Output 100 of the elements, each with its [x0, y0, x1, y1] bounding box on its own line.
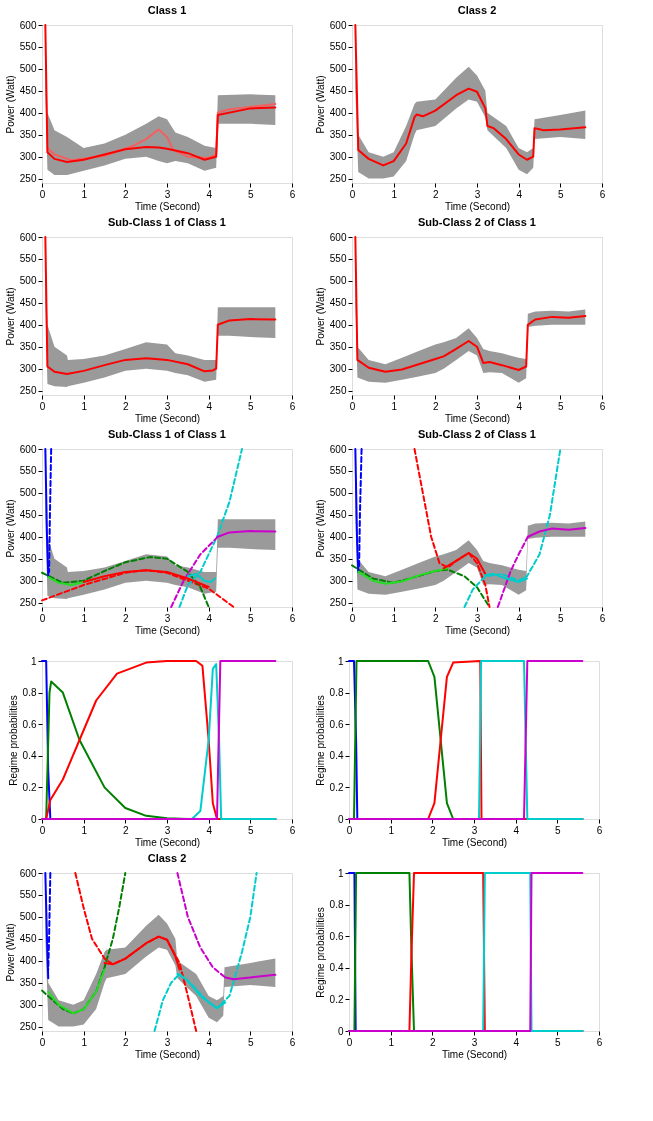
y-tick-label: 400 [329, 319, 347, 331]
x-tick-label: 0 [349, 188, 356, 200]
y-tick-label: 450 [19, 933, 37, 945]
x-tick-label: 1 [388, 824, 395, 836]
y-tick-label: 0.2 [329, 781, 344, 793]
x-tick-label: 3 [164, 188, 171, 200]
y-tick-label: 350 [19, 977, 37, 989]
x-tick-label: 4 [206, 824, 213, 836]
y-tick-label: 400 [329, 531, 347, 543]
x-tick-label: 6 [599, 188, 606, 200]
line-series [47, 968, 106, 1015]
y-tick-label: 0 [337, 813, 344, 825]
y-tick-label: 450 [329, 509, 347, 521]
x-axis-title: Time (Second) [134, 200, 201, 212]
x-tick-label: 4 [206, 1036, 213, 1048]
chart-title: Sub-Class 2 of Class 1 [418, 216, 536, 228]
x-axis-title: Time (Second) [441, 836, 508, 848]
line-series [41, 569, 235, 608]
x-tick-label: 6 [289, 400, 296, 412]
y-tick-label: 250 [329, 173, 347, 185]
x-tick-label: 6 [289, 188, 296, 200]
x-axis-title: Time (Second) [134, 624, 201, 636]
y-tick-label: 0.2 [329, 993, 344, 1005]
y-tick-label: 250 [19, 385, 37, 397]
y-tick-label: 450 [19, 85, 37, 97]
y-tick-label: 550 [329, 253, 347, 265]
x-axis-title: Time (Second) [444, 624, 511, 636]
y-tick-label: 300 [19, 575, 37, 587]
line-series [47, 576, 85, 587]
x-tick-label: 6 [599, 400, 606, 412]
x-tick-label: 6 [289, 1036, 296, 1048]
y-tick-label: 300 [329, 151, 347, 163]
x-tick-label: 6 [596, 1036, 603, 1048]
x-tick-label: 2 [430, 824, 437, 836]
y-tick-label: 500 [19, 911, 37, 923]
y-tick-label: 0.8 [22, 687, 37, 699]
x-tick-label: 5 [248, 1036, 255, 1048]
x-tick-label: 4 [206, 612, 213, 624]
x-tick-label: 4 [516, 612, 523, 624]
line-series [153, 872, 258, 1032]
y-tick-label: 550 [329, 465, 347, 477]
line-series [46, 103, 277, 162]
x-tick-label: 0 [349, 612, 356, 624]
line-series [176, 972, 227, 1010]
y-tick-label: 550 [19, 465, 37, 477]
y-tick-label: 1 [337, 867, 344, 879]
x-tick-label: 0 [39, 400, 46, 412]
y-tick-label: 500 [329, 63, 347, 75]
y-tick-label: 500 [19, 275, 37, 287]
y-tick-label: 250 [19, 173, 37, 185]
x-tick-label: 3 [164, 1036, 171, 1048]
chart-title: Sub-Class 1 of Class 1 [108, 428, 226, 440]
x-tick-label: 3 [474, 400, 481, 412]
y-tick-label: 500 [19, 487, 37, 499]
x-tick-label: 2 [123, 824, 130, 836]
y-tick-label: 300 [19, 151, 37, 163]
y-tick-label: 0 [337, 1025, 344, 1037]
chart-title: Class 2 [457, 4, 497, 16]
y-tick-label: 600 [329, 231, 347, 243]
x-tick-label: 1 [391, 188, 398, 200]
x-axis-title: Time (Second) [134, 836, 201, 848]
y-tick-label: 0.6 [329, 718, 344, 730]
y-tick-label: 0.8 [329, 899, 344, 911]
x-tick-label: 1 [81, 612, 88, 624]
x-tick-label: 1 [81, 188, 88, 200]
x-tick-label: 5 [248, 400, 255, 412]
x-tick-label: 6 [289, 824, 296, 836]
y-axis-title: Power (Watt) [4, 499, 16, 558]
x-tick-label: 6 [289, 612, 296, 624]
x-tick-label: 0 [39, 612, 46, 624]
y-axis-title: Regime probabilities [314, 695, 326, 786]
x-tick-label: 3 [471, 824, 478, 836]
y-tick-label: 350 [329, 341, 347, 353]
y-tick-label: 400 [19, 955, 37, 967]
line-series [186, 573, 216, 583]
y-tick-label: 0.4 [329, 962, 344, 974]
y-tick-label: 300 [329, 575, 347, 587]
x-tick-label: 3 [164, 824, 171, 836]
x-tick-label: 5 [248, 612, 255, 624]
x-tick-label: 0 [39, 188, 46, 200]
y-tick-label: 0.2 [22, 781, 37, 793]
chart-title: Sub-Class 2 of Class 1 [418, 428, 536, 440]
y-tick-label: 550 [329, 41, 347, 53]
x-tick-label: 5 [558, 400, 565, 412]
line-series [41, 555, 210, 608]
y-tick-label: 250 [329, 385, 347, 397]
x-tick-label: 3 [474, 188, 481, 200]
x-tick-label: 2 [433, 400, 440, 412]
line-series [484, 573, 528, 583]
x-tick-label: 3 [474, 612, 481, 624]
y-tick-label: 500 [19, 63, 37, 75]
x-tick-label: 6 [599, 612, 606, 624]
x-tick-label: 5 [555, 1036, 562, 1048]
x-tick-label: 4 [206, 188, 213, 200]
y-tick-label: 0.4 [329, 750, 344, 762]
y-tick-label: 0.6 [22, 718, 37, 730]
x-tick-label: 4 [513, 824, 520, 836]
x-tick-label: 4 [516, 188, 523, 200]
x-tick-label: 4 [206, 400, 213, 412]
y-tick-label: 400 [19, 531, 37, 543]
